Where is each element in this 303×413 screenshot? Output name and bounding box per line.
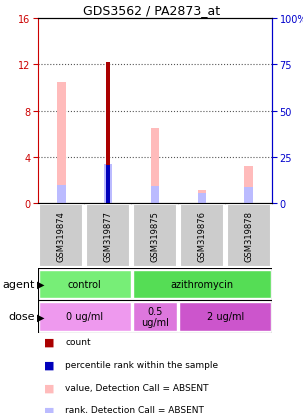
Text: ■: ■ (44, 383, 55, 393)
Text: 0 ug/ml: 0 ug/ml (66, 312, 103, 322)
Bar (245, 188, 253, 204)
Text: ■: ■ (44, 337, 55, 347)
Text: agent: agent (3, 279, 35, 289)
Bar (57, 185, 66, 204)
Bar (39, 302, 131, 332)
Bar (198, 191, 206, 204)
Bar (39, 205, 83, 267)
Text: ▶: ▶ (36, 312, 44, 322)
Text: ■: ■ (44, 406, 55, 413)
Bar (151, 128, 159, 204)
Text: dose: dose (8, 312, 35, 322)
Text: 2 ug/ml: 2 ug/ml (207, 312, 244, 322)
Bar (106, 63, 110, 204)
Bar (198, 194, 206, 204)
Bar (86, 205, 130, 267)
Text: percentile rank within the sample: percentile rank within the sample (65, 360, 218, 369)
Text: GSM319876: GSM319876 (197, 211, 206, 261)
Text: value, Detection Call = ABSENT: value, Detection Call = ABSENT (65, 383, 209, 392)
Bar (104, 165, 112, 204)
Text: azithromycin: azithromycin (170, 279, 233, 289)
Text: GSM319874: GSM319874 (57, 211, 66, 261)
Text: GSM319877: GSM319877 (104, 211, 113, 261)
Text: count: count (65, 337, 91, 347)
Text: control: control (68, 279, 102, 289)
Text: ■: ■ (44, 360, 55, 370)
Text: GSM319878: GSM319878 (244, 211, 253, 261)
Bar (245, 166, 253, 204)
Bar (106, 166, 110, 204)
Bar (39, 270, 131, 299)
Bar (151, 186, 159, 204)
Text: ▶: ▶ (36, 279, 44, 289)
Text: rank, Detection Call = ABSENT: rank, Detection Call = ABSENT (65, 406, 204, 413)
Bar (132, 302, 178, 332)
Bar (180, 205, 224, 267)
Bar (227, 205, 271, 267)
Text: 0.5
ug/ml: 0.5 ug/ml (141, 306, 169, 328)
Bar (57, 83, 66, 204)
Text: GSM319875: GSM319875 (151, 211, 159, 261)
Bar (132, 270, 271, 299)
Text: GDS3562 / PA2873_at: GDS3562 / PA2873_at (83, 4, 220, 17)
Bar (179, 302, 271, 332)
Bar (133, 205, 177, 267)
